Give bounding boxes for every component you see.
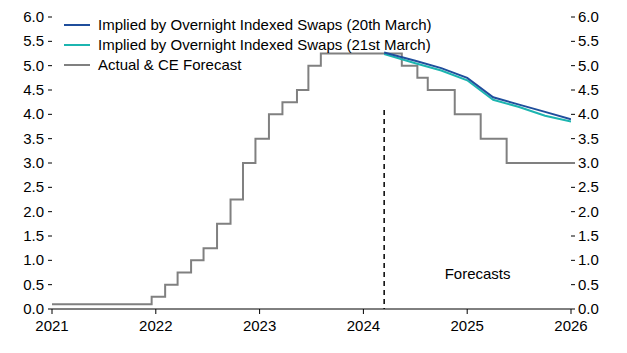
y-tick-label: 3.0 [23,154,44,171]
x-tick [52,309,53,314]
legend: Implied by Overnight Indexed Swaps (20th… [64,16,432,73]
y-tick [48,65,52,66]
y-tick-label: 5.5 [23,32,44,49]
y-tick-label: 3.5 [23,130,44,147]
y2-tick-label: 0.5 [578,276,599,293]
y-tick-label: 2.0 [23,203,44,220]
y-tick [48,211,52,212]
y2-tick-label: 3.5 [578,130,599,147]
x-tick [155,309,156,314]
y2-tick-label: 1.0 [578,251,599,268]
y-tick-label: 1.0 [23,251,44,268]
series-line [384,53,571,120]
y-tick-label: 1.5 [23,227,44,244]
x-tick-label: 2021 [35,317,68,334]
y2-tick [571,211,575,212]
y2-tick-label: 6.0 [578,8,599,25]
series-line [52,54,571,305]
legend-label: Implied by Overnight Indexed Swaps (21st… [98,36,431,53]
y2-tick-label: 1.5 [578,227,599,244]
y-tick-label: 0.5 [23,276,44,293]
y-tick-label: 4.0 [23,105,44,122]
x-tick-label: 2024 [347,317,380,334]
y-tick [48,114,52,115]
x-tick-label: 2025 [451,317,484,334]
y2-tick [571,236,575,237]
x-tick-label: 2022 [139,317,172,334]
x-tick [363,309,364,314]
legend-swatch [64,24,90,26]
y2-tick [571,41,575,42]
y2-tick-label: 3.0 [578,154,599,171]
legend-swatch [64,64,90,66]
x-axis [52,309,571,310]
y-tick [48,260,52,261]
y2-tick [571,284,575,285]
y2-tick-label: 4.5 [578,81,599,98]
y2-tick-label: 5.0 [578,57,599,74]
y-tick [48,138,52,139]
forecast-divider [383,110,385,309]
y2-tick [571,260,575,261]
y-tick-label: 6.0 [23,8,44,25]
y-tick-label: 5.0 [23,57,44,74]
annotation: Forecasts [445,265,511,282]
x-tick-label: 2023 [243,317,276,334]
y-tick-label: 2.5 [23,178,44,195]
y-tick [48,187,52,188]
y-tick [48,163,52,164]
y2-tick-label: 2.5 [578,178,599,195]
y2-tick [571,187,575,188]
y2-tick-label: 5.5 [578,32,599,49]
legend-label: Actual & CE Forecast [98,56,242,73]
y2-tick [571,90,575,91]
x-tick-label: 2026 [554,317,587,334]
x-tick [467,309,468,314]
y-tick [48,309,52,310]
y2-tick [571,114,575,115]
y-tick [48,284,52,285]
legend-swatch [64,44,90,46]
y2-tick [571,309,575,310]
y-tick [48,17,52,18]
y2-tick [571,17,575,18]
plot-area [52,53,571,309]
y2-tick-label: 4.0 [578,105,599,122]
y-tick [48,236,52,237]
y2-tick [571,163,575,164]
legend-label: Implied by Overnight Indexed Swaps (20th… [98,16,432,33]
x-tick [571,309,572,314]
y2-tick-label: 0.0 [578,300,599,317]
y-tick-label: 4.5 [23,81,44,98]
y-tick [48,90,52,91]
y2-tick-label: 2.0 [578,203,599,220]
y2-tick [571,65,575,66]
y2-tick [571,138,575,139]
y-tick [48,41,52,42]
x-tick [259,309,260,314]
y-tick-label: 0.0 [23,300,44,317]
chart: 0.0 0.5 1.0 1.5 2.0 2.5 3.0 3.5 4.0 4.5 5.0 5.5 6.0 0… [0,0,627,353]
